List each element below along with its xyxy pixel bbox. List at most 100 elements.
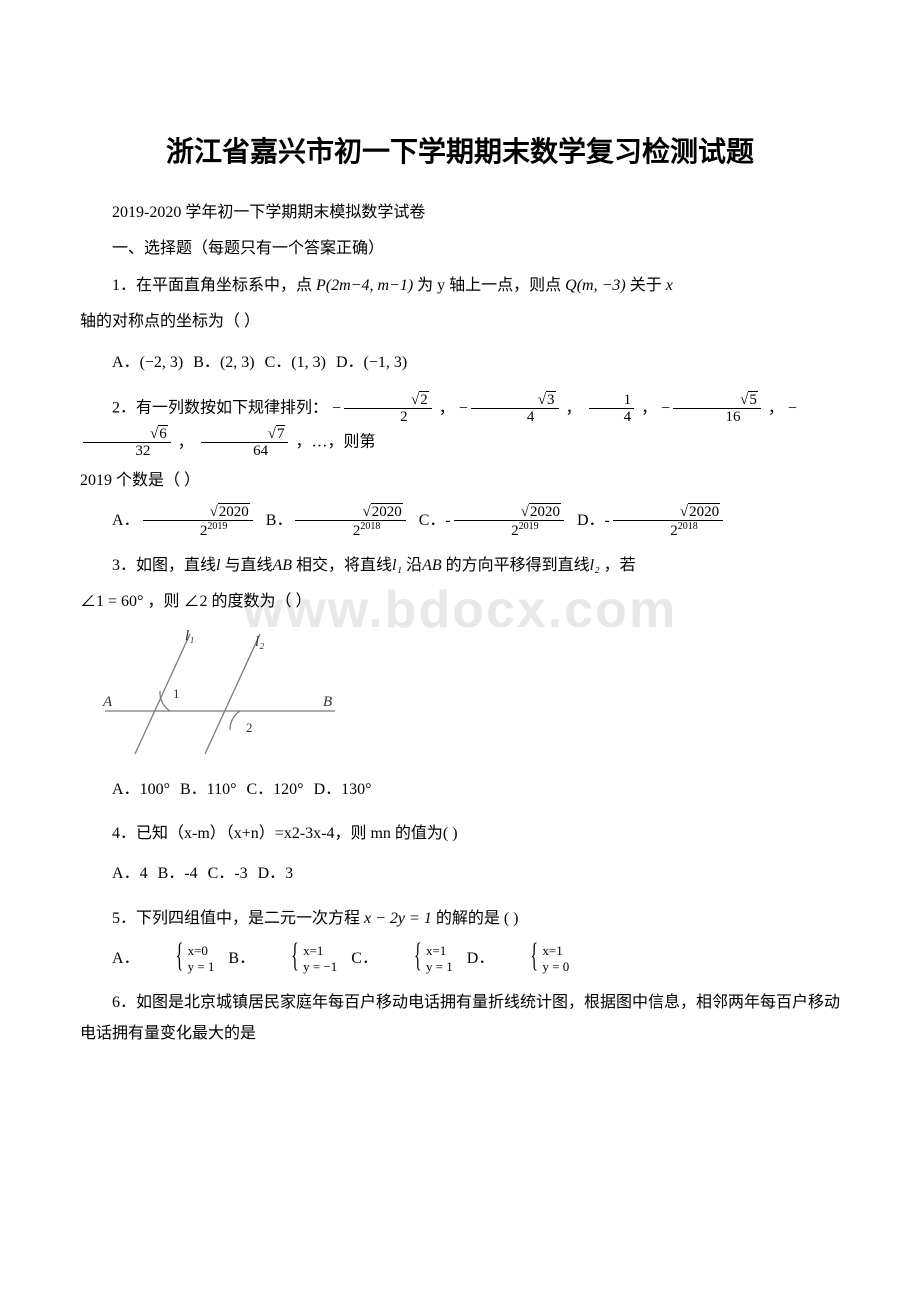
val: 3 [285,865,293,882]
text: 2．有一列数按如下规律排列： [112,400,328,417]
var-AB2: AB [422,557,442,574]
text: ，…，则第 [295,434,375,451]
val: (2, 3) [220,354,255,371]
q6-stem: 6．如图是北京城镇居民家庭年每百户移动电话拥有量折线统计图，根据图中信息，相邻两… [80,988,840,1049]
intro-line-2: 一、选择题（每题只有一个答案正确） [80,234,840,264]
text: 沿 [406,557,422,574]
q5-stem: 5．下列四组值中，是二元一次方程 x − 2y = 1 的解的是 ( ) [80,904,840,934]
r1: x=1 [510,943,569,960]
text: 为 y 轴上一点，则点 [417,277,561,294]
ask: ∠2 [183,593,207,610]
option-D: D．130° [314,781,372,798]
expr-Q: Q(m, −3) [565,277,626,294]
text: 的解的是 [436,910,500,927]
r2: y = −1 [271,959,337,976]
option-D: D．3 [258,865,294,882]
r1: x=1 [271,943,337,960]
r1: x=0 [156,943,215,960]
option-A: A．100° [112,781,170,798]
labels: l₁ l₂ A B 1 2 [102,628,332,735]
q3-figure: l₁ l₂ A B 1 2 [100,626,840,761]
option-C: C．-3 [208,865,248,882]
q4-options: A．4 B．-4 C．-3 D．3 [80,855,840,893]
sys: x=1y = 0 [498,943,569,977]
var-l2: l₂ [590,557,600,574]
lbl-A: A [102,694,113,710]
option-C: C．x=1y = 1 [351,950,457,967]
option-A: A．4 [112,865,148,882]
lines [105,634,335,754]
expr-x: x [666,277,673,294]
var-l1: l₁ [392,557,402,574]
text: 5．下列四组值中，是二元一次方程 [112,910,360,927]
lbl-l2: l₂ [255,634,264,650]
val: 110° [207,781,237,798]
expr-P: P(2m−4, m−1) [316,277,413,294]
option-C: C．120° [246,781,303,798]
option-D: D．(−1, 3) [336,354,407,371]
val: -4 [184,865,197,882]
val: -202022019 [445,512,567,529]
text: 相交，将直线 [296,557,392,574]
option-B: B．x=1y = −1 [228,950,341,967]
option-A: A．x=0y = 1 [112,950,218,967]
val: -3 [234,865,247,882]
q1-options: A．(−2, 3) B．(2, 3) C．(1, 3) D．(−1, 3) [80,344,840,382]
q5-options: A．x=0y = 1 B．x=1y = −1 C．x=1y = 1 D．x=1y… [80,940,840,978]
val: 202022018 [292,512,408,529]
text: 的方向平移得到直线 [446,557,590,574]
text: 1．在平面直角坐标系中，点 [112,277,312,294]
sys: x=1y = −1 [259,943,337,977]
text: ，则 [147,593,179,610]
paren: ( ) [504,910,519,927]
val: (1, 3) [291,354,326,371]
lbl-l1: l₁ [185,628,194,644]
lbl-1: 1 [173,686,180,701]
val: (−1, 3) [364,354,408,371]
r1: x=1 [394,943,453,960]
option-D: D．-202022018 [577,512,726,529]
option-A: A．(−2, 3) [112,354,183,371]
q4-stem: 4．已知（x-m）（x+n）=x2-3x-4，则 mn 的值为( ) [80,819,840,849]
r2: y = 1 [156,959,215,976]
q2-stem: 2．有一列数按如下规律排列： −22 ， −34 ， 14 ， −516 ， −… [80,392,840,460]
val: (−2, 3) [140,354,184,371]
q3-stem: 3．如图，直线l 与直线AB 相交，将直线l₁ 沿AB 的方向平移得到直线l₂ … [80,551,840,581]
geometry-diagram: l₁ l₂ A B 1 2 [100,626,340,756]
val: 130° [341,781,371,798]
r2: y = 0 [510,959,569,976]
option-B: B．110° [180,781,237,798]
q2-options: A．202022019 B．202022018 C．-202022019 D．-… [80,502,840,540]
option-B: B．202022018 [266,512,409,529]
q3-stem-2: ∠1 = 60° ，则 ∠2 的度数为（ ） [80,587,840,617]
text: 与直线 [224,557,272,574]
option-B: B．-4 [158,865,198,882]
val: 100° [140,781,170,798]
q3-options: A．100° B．110° C．120° D．130° [80,771,840,809]
q1-stem: 1．在平面直角坐标系中，点 P(2m−4, m−1) 为 y 轴上一点，则点 Q… [80,271,840,301]
text: 3．如图，直线 [112,557,216,574]
sys: x=0y = 1 [144,943,215,977]
option-B: B．(2, 3) [193,354,254,371]
sys: x=1y = 1 [382,943,453,977]
val: 4 [140,865,148,882]
cond: ∠1 = 60° [80,593,143,610]
eq: x − 2y = 1 [364,910,432,927]
q1-stem-2: 轴的对称点的坐标为（ ） [80,307,840,337]
val: -202022018 [605,512,727,529]
intro-line-1: 2019-2020 学年初一下学期期末模拟数学试卷 [80,198,840,228]
q2-stem-2: 2019 个数是（ ） [80,466,840,496]
val: 202022019 [140,512,256,529]
val: 120° [273,781,303,798]
text: 关于 [630,277,662,294]
var-l: l [216,557,220,574]
option-C: C．-202022019 [419,512,567,529]
lbl-2: 2 [246,720,253,735]
option-A: A．202022019 [112,512,256,529]
var-AB: AB [272,557,292,574]
page-content: 浙江省嘉兴市初一下学期期末数学复习检测试题 2019-2020 学年初一下学期期… [80,130,840,1049]
text: ，若 [604,557,636,574]
text: 的度数为（ ） [211,593,311,610]
lbl-B: B [323,694,332,710]
r2: y = 1 [394,959,453,976]
